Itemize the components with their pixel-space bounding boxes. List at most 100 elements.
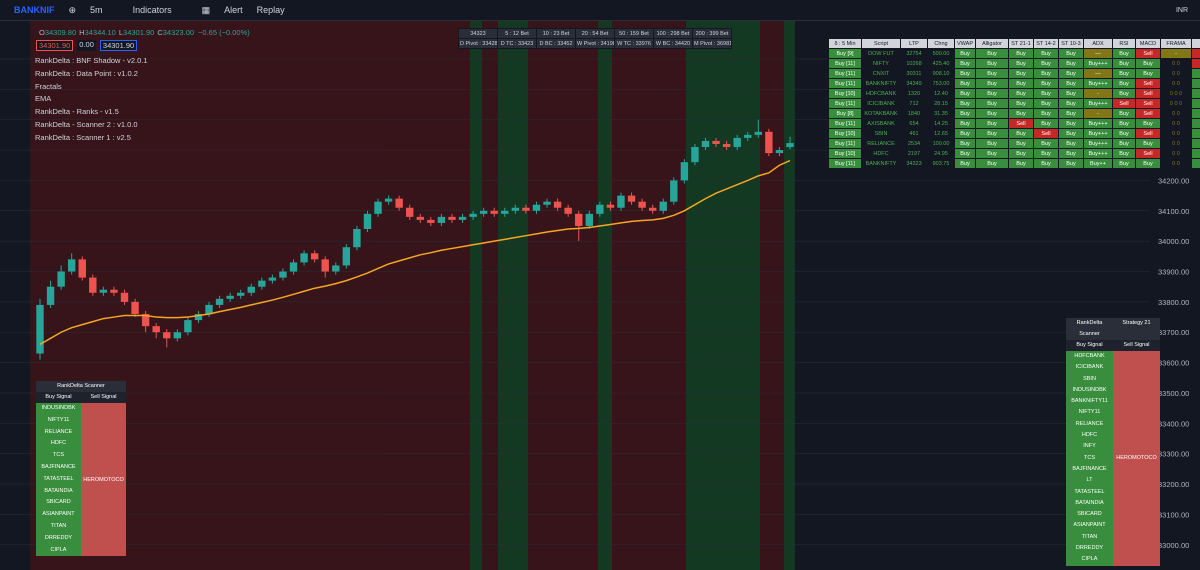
buy-item: BATAINDIA: [44, 487, 73, 494]
signal-cell: Buy: [1135, 118, 1161, 129]
signal-cell: Buy: [1008, 148, 1034, 159]
candle-body: [268, 277, 277, 281]
signal-row: Buy [11] AXISBANK 654 14.25 Buy Buy Sell Buy Buy…: [828, 118, 1200, 129]
replay[interactable]: Replay: [256, 5, 285, 15]
candle-body: [99, 289, 108, 293]
buy-column: HDFCBANK ICICIBANK SBIN INDUSINDBK BANKNIFTY…: [1066, 351, 1113, 566]
scanner-body: HDFCBANK ICICIBANK SBIN INDUSINDBK BANKNIFTY…: [1066, 351, 1160, 566]
signal-cell: Buy [11]: [828, 118, 862, 129]
zone-green: [784, 21, 795, 570]
candle-body: [638, 201, 646, 208]
badges: 34301.90 0.00 34301.90: [36, 40, 138, 51]
signal-cell: 903.75: [927, 158, 955, 169]
buy-item: RELIANCE: [44, 428, 73, 435]
buy-item: TCS: [53, 452, 64, 459]
signal-cell: Buy: [1033, 78, 1059, 89]
alert[interactable]: Alert: [224, 5, 243, 15]
y-tick-label: 33400.00: [1158, 419, 1189, 428]
symbol[interactable]: BANKNIF: [14, 5, 55, 15]
signal-cell: Buy: [954, 108, 976, 119]
candle-body: [173, 332, 182, 339]
signal-cell: Sell: [1135, 148, 1161, 159]
layouts[interactable]: ▦: [201, 4, 211, 15]
signal-cell: 10268: [900, 58, 928, 69]
signal-cell: 712: [900, 98, 928, 109]
zone-green: [686, 21, 760, 570]
candle-body: [416, 216, 424, 220]
signal-cell: Buy: [1112, 68, 1136, 79]
signal-cell: Buy: [1112, 78, 1136, 89]
signal-cell: 31.35: [927, 108, 955, 119]
signal-cell: Sell: [1135, 108, 1161, 119]
signal-cell: Buy: [1008, 58, 1034, 69]
buy-item: RELIANCE: [1075, 420, 1104, 427]
candle-body: [310, 253, 319, 260]
candle-body: [680, 162, 689, 181]
signal-cell: 2534: [900, 138, 928, 149]
zone-red: [528, 21, 598, 570]
signal-row: Buy [11] NIFTY 10268 425.40 Buy Buy Buy Buy Buy B…: [828, 58, 1200, 69]
candle-body: [606, 204, 615, 208]
signal-row: Buy [11] ICICIBANK 712 28.15 Buy Buy Buy Buy Buy…: [828, 98, 1200, 109]
sell-item: HEROMOTOCO: [1116, 455, 1157, 462]
ohlc-value: 34309.80: [44, 28, 77, 37]
indicator: RankDelta : Data Point : v1.0.2: [35, 68, 138, 78]
buy-item: TATASTEEL: [43, 475, 74, 482]
signal-cell: Buy: [1008, 138, 1034, 149]
indicator: EMA: [35, 94, 52, 104]
y-tick-label: 33600.00: [1158, 359, 1189, 368]
add-symbol[interactable]: ⊕: [68, 4, 77, 15]
signal-cell: DOW FUT: [861, 48, 901, 59]
header-cell: ADX: [1083, 38, 1113, 49]
candle-body: [353, 229, 361, 248]
signal-cell: Buy: [975, 48, 1009, 59]
signal-cell: Buy: [975, 138, 1009, 149]
indicator: RankDelta - Ranks - v1.5: [35, 107, 119, 117]
indicators[interactable]: Indicators: [132, 5, 172, 15]
candle-body: [775, 150, 784, 154]
header-cell: FRAMA: [1160, 38, 1192, 49]
pivot-table: 34323 5 : 12 Bet 10 : 23 Bet 20 : 54 Bet 50 …: [458, 28, 732, 49]
candle-body: [67, 259, 76, 272]
signal-cell: 14.25: [927, 118, 955, 129]
candle-body: [733, 137, 741, 148]
currency[interactable]: INR: [1175, 6, 1188, 14]
ohlc-value: 34301.90: [123, 28, 155, 37]
pivot-cell: 10 : 23 Bet: [536, 28, 576, 39]
header-cell: MACD: [1135, 38, 1161, 49]
scanner-title: RankDelta Scanner: [57, 383, 105, 389]
candle-body: [532, 204, 541, 211]
signal-cell: —: [1083, 48, 1113, 59]
candle-body: [617, 195, 625, 208]
ohlc-key: H: [79, 28, 85, 37]
buy-item: TITAN: [1081, 533, 1098, 540]
signal-cell: Buy: [1058, 98, 1084, 109]
candle-body: [596, 204, 604, 214]
candle-body: [215, 298, 224, 305]
signal-row: Buy [11] BANKNIFTY 34349 753.00 Buy Buy Buy Buy…: [828, 78, 1200, 89]
buy-item: DRREDDY: [44, 534, 73, 541]
signal-cell: Buy: [1135, 158, 1161, 169]
scanner-title: RankDelta Scanner: [1076, 320, 1103, 337]
pivot-cell: 200 : 399 Bet: [692, 28, 732, 39]
signal-cell: 28.15: [927, 98, 955, 109]
buy-item: SBICARD: [1077, 511, 1102, 518]
buy-item: ASIANPAINT: [42, 511, 75, 518]
candle-body: [564, 207, 572, 214]
y-tick-label: 34000.00: [1158, 237, 1189, 246]
signal-cell: Buy: [1058, 78, 1084, 89]
buy-item: INDUSINDBK: [1072, 386, 1107, 393]
signal-cell: Sell: [1191, 58, 1200, 69]
candle-body: [46, 286, 55, 305]
signal-cell: Buy+++: [1083, 138, 1113, 149]
header-cell: Chng: [927, 38, 955, 49]
signal-cell: Buy: [1008, 158, 1034, 169]
candle-body: [237, 292, 245, 296]
interval[interactable]: 5m: [90, 5, 103, 15]
signal-cell: Sell: [1033, 128, 1059, 139]
buy-item: HDFC: [50, 440, 67, 447]
signal-cell: Buy: [1112, 48, 1136, 59]
indicator: RankDelta : BNF Shadow - v2.0.1: [35, 56, 148, 65]
candle-body: [458, 216, 467, 220]
scanner-title-row: RankDelta Scanner Strategy 21: [1066, 318, 1160, 340]
